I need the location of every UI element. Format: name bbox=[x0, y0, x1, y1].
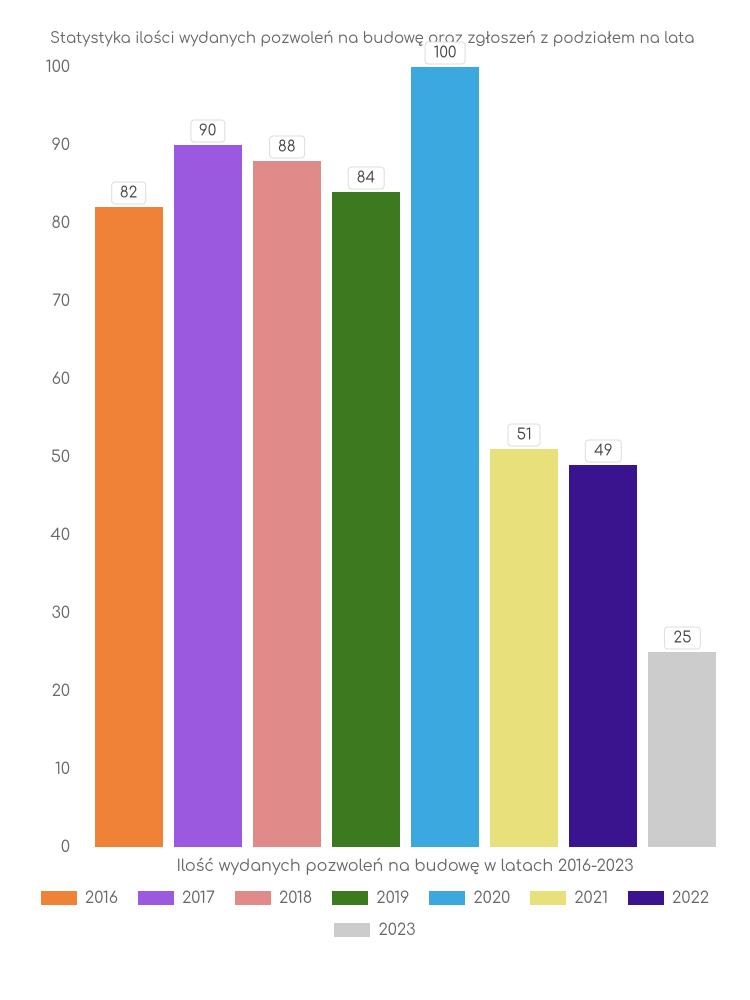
bar-2019: 84 bbox=[332, 192, 400, 847]
bar-value-label: 88 bbox=[269, 135, 305, 158]
legend-item-2022[interactable]: 2022 bbox=[628, 889, 709, 907]
legend: 2016 2017 2018 2019 2020 2021 2022 2023 bbox=[20, 889, 730, 939]
bar-slot: 82 bbox=[89, 67, 168, 847]
legend-swatch bbox=[235, 891, 271, 905]
legend-label: 2022 bbox=[672, 889, 709, 907]
legend-swatch bbox=[332, 891, 368, 905]
y-tick: 30 bbox=[52, 604, 71, 622]
bar-2021: 51 bbox=[490, 449, 558, 847]
y-tick: 10 bbox=[55, 760, 70, 778]
legend-item-2021[interactable]: 2021 bbox=[530, 889, 608, 907]
chart-title: Statystyka ilości wydanych pozwoleń na b… bbox=[50, 30, 730, 47]
y-tick: 80 bbox=[51, 214, 70, 232]
legend-swatch bbox=[530, 891, 566, 905]
bar-value-label: 100 bbox=[425, 42, 466, 65]
bar-value-label: 25 bbox=[664, 627, 700, 650]
bar-value-label: 84 bbox=[348, 166, 385, 189]
legend-swatch bbox=[334, 923, 370, 937]
legend-item-2020[interactable]: 2020 bbox=[429, 889, 510, 907]
y-tick: 100 bbox=[46, 58, 70, 76]
bars-container: 82908884100514925 bbox=[81, 67, 730, 847]
bar-slot: 25 bbox=[643, 67, 722, 847]
bar-value-label: 82 bbox=[111, 182, 147, 205]
legend-label: 2019 bbox=[376, 889, 409, 907]
legend-swatch bbox=[41, 891, 77, 905]
bar-slot: 90 bbox=[168, 67, 247, 847]
legend-label: 2020 bbox=[473, 889, 510, 907]
bar-2018: 88 bbox=[253, 161, 321, 847]
y-tick: 90 bbox=[52, 136, 70, 154]
y-tick: 40 bbox=[51, 526, 71, 544]
legend-item-2023[interactable]: 2023 bbox=[334, 921, 415, 939]
y-tick: 60 bbox=[52, 370, 70, 388]
bar-2020: 100 bbox=[411, 67, 479, 847]
bar-slot: 84 bbox=[326, 67, 405, 847]
x-axis-label: Ilość wydanych pozwoleń na budowę w lata… bbox=[20, 857, 730, 875]
bar-value-label: 90 bbox=[190, 120, 225, 143]
chart-area: 0 10 20 30 40 50 60 70 80 90 100 8290888… bbox=[20, 67, 730, 847]
bar-slot: 100 bbox=[406, 67, 485, 847]
legend-label: 2018 bbox=[279, 889, 312, 907]
legend-swatch bbox=[429, 891, 465, 905]
legend-label: 2023 bbox=[378, 921, 415, 939]
legend-item-2019[interactable]: 2019 bbox=[332, 889, 409, 907]
bar-2022: 49 bbox=[569, 465, 637, 847]
y-tick: 20 bbox=[52, 682, 70, 700]
legend-swatch bbox=[138, 891, 174, 905]
bar-2016: 82 bbox=[95, 207, 163, 847]
legend-item-2016[interactable]: 2016 bbox=[41, 889, 118, 907]
bar-slot: 51 bbox=[485, 67, 564, 847]
bar-2017: 90 bbox=[174, 145, 242, 847]
y-tick: 70 bbox=[52, 292, 70, 310]
legend-label: 2017 bbox=[182, 889, 215, 907]
y-tick: 50 bbox=[51, 448, 70, 466]
legend-swatch bbox=[628, 891, 664, 905]
y-tick: 0 bbox=[61, 838, 70, 856]
bar-value-label: 49 bbox=[585, 439, 621, 462]
legend-item-2017[interactable]: 2017 bbox=[138, 889, 215, 907]
plot-area: 82908884100514925 bbox=[80, 67, 730, 847]
legend-item-2018[interactable]: 2018 bbox=[235, 889, 312, 907]
bar-2023: 25 bbox=[648, 652, 716, 847]
bar-slot: 88 bbox=[247, 67, 326, 847]
legend-label: 2016 bbox=[85, 889, 118, 907]
legend-label: 2021 bbox=[574, 889, 608, 907]
bar-value-label: 51 bbox=[508, 424, 541, 447]
bar-slot: 49 bbox=[564, 67, 643, 847]
y-axis: 0 10 20 30 40 50 60 70 80 90 100 bbox=[20, 67, 80, 847]
